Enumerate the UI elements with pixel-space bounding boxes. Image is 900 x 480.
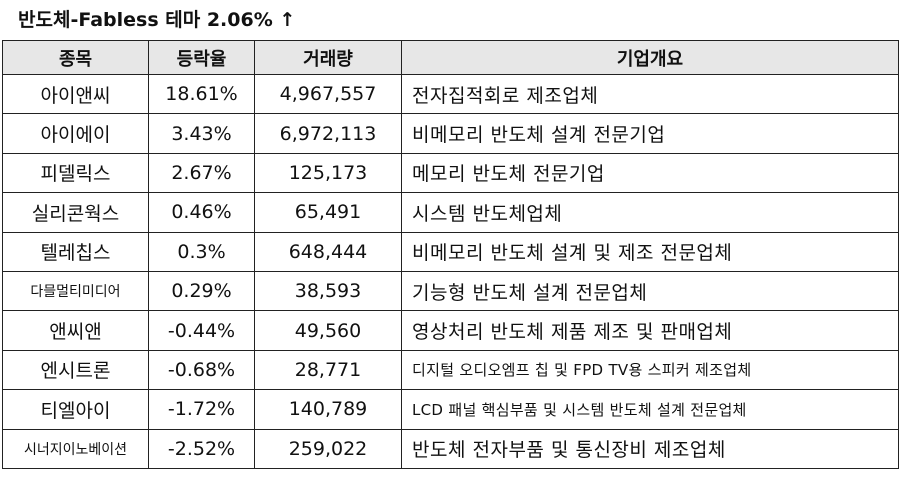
company-overview: 기능형 반도체 설계 전문업체 <box>401 270 899 312</box>
change-rate: 0.29% <box>148 270 255 312</box>
stock-name: 티엘아이 <box>2 389 149 430</box>
company-overview: 메모리 반도체 전문기업 <box>401 152 899 194</box>
stock-name: 피델릭스 <box>2 152 149 194</box>
volume: 140,789 <box>254 389 402 430</box>
volume: 38,593 <box>254 270 402 312</box>
table-row: 앤씨앤 -0.44% 49,560 영상처리 반도체 제품 제조 및 판매업체 <box>2 310 899 351</box>
company-overview: 비메모리 반도체 설계 및 제조 전문업체 <box>401 231 899 272</box>
stock-name: 엔시트론 <box>2 349 149 391</box>
table-row: 아이에이 3.43% 6,972,113 비메모리 반도체 설계 전문기업 <box>2 113 899 154</box>
change-rate: -1.72% <box>148 389 255 430</box>
stock-name: 텔레칩스 <box>2 231 149 272</box>
volume: 4,967,557 <box>254 73 402 115</box>
change-rate: 0.3% <box>148 231 255 272</box>
volume: 259,022 <box>254 428 402 469</box>
change-rate: 18.61% <box>148 73 255 115</box>
company-overview: 반도체 전자부품 및 통신장비 제조업체 <box>401 428 899 469</box>
volume: 65,491 <box>254 192 402 233</box>
table-row: 피델릭스 2.67% 125,173 메모리 반도체 전문기업 <box>2 152 899 194</box>
change-rate: 2.67% <box>148 152 255 194</box>
stock-name: 아이에이 <box>2 113 149 154</box>
volume: 28,771 <box>254 349 402 391</box>
change-rate: 0.46% <box>148 192 255 233</box>
volume: 648,444 <box>254 231 402 272</box>
company-overview: 시스템 반도체업체 <box>401 192 899 233</box>
table-header-row: 종목 등락율 거래량 기업개요 <box>2 40 899 75</box>
header-stock: 종목 <box>2 40 149 75</box>
stock-name: 아이앤씨 <box>2 73 149 115</box>
change-rate: -2.52% <box>148 428 255 469</box>
volume: 49,560 <box>254 310 402 351</box>
page-title: 반도체-Fabless 테마 2.06% ↑ <box>18 9 296 31</box>
company-overview: 영상처리 반도체 제품 제조 및 판매업체 <box>401 310 899 351</box>
table-row: 텔레칩스 0.3% 648,444 비메모리 반도체 설계 및 제조 전문업체 <box>2 231 899 272</box>
table-row: 시너지이노베이션 -2.52% 259,022 반도체 전자부품 및 통신장비 … <box>2 428 899 469</box>
table-row: 엔시트론 -0.68% 28,771 디지털 오디오엠프 칩 및 FPD TV용… <box>2 349 899 391</box>
theme-stock-table: 종목 등락율 거래량 기업개요 아이앤씨 18.61% 4,967,557 전자… <box>2 40 899 469</box>
company-overview: 비메모리 반도체 설계 전문기업 <box>401 113 899 154</box>
company-overview: 전자집적회로 제조업체 <box>401 73 899 115</box>
header-company-overview: 기업개요 <box>401 40 899 75</box>
header-volume: 거래량 <box>254 40 402 75</box>
volume: 6,972,113 <box>254 113 402 154</box>
change-rate: 3.43% <box>148 113 255 154</box>
stock-name: 앤씨앤 <box>2 310 149 351</box>
change-rate: -0.44% <box>148 310 255 351</box>
table-row: 아이앤씨 18.61% 4,967,557 전자집적회로 제조업체 <box>2 73 899 115</box>
stock-name: 실리콘웍스 <box>2 192 149 233</box>
company-overview: 디지털 오디오엠프 칩 및 FPD TV용 스피커 제조업체 <box>401 349 899 391</box>
stock-name: 다믈멀티미디어 <box>2 270 149 312</box>
table-row: 다믈멀티미디어 0.29% 38,593 기능형 반도체 설계 전문업체 <box>2 270 899 312</box>
stock-name: 시너지이노베이션 <box>2 428 149 469</box>
company-overview: LCD 패널 핵심부품 및 시스템 반도체 설계 전문업체 <box>401 389 899 430</box>
table-row: 티엘아이 -1.72% 140,789 LCD 패널 핵심부품 및 시스템 반도… <box>2 389 899 430</box>
header-change-rate: 등락율 <box>148 40 255 75</box>
change-rate: -0.68% <box>148 349 255 391</box>
table-row: 실리콘웍스 0.46% 65,491 시스템 반도체업체 <box>2 192 899 233</box>
volume: 125,173 <box>254 152 402 194</box>
